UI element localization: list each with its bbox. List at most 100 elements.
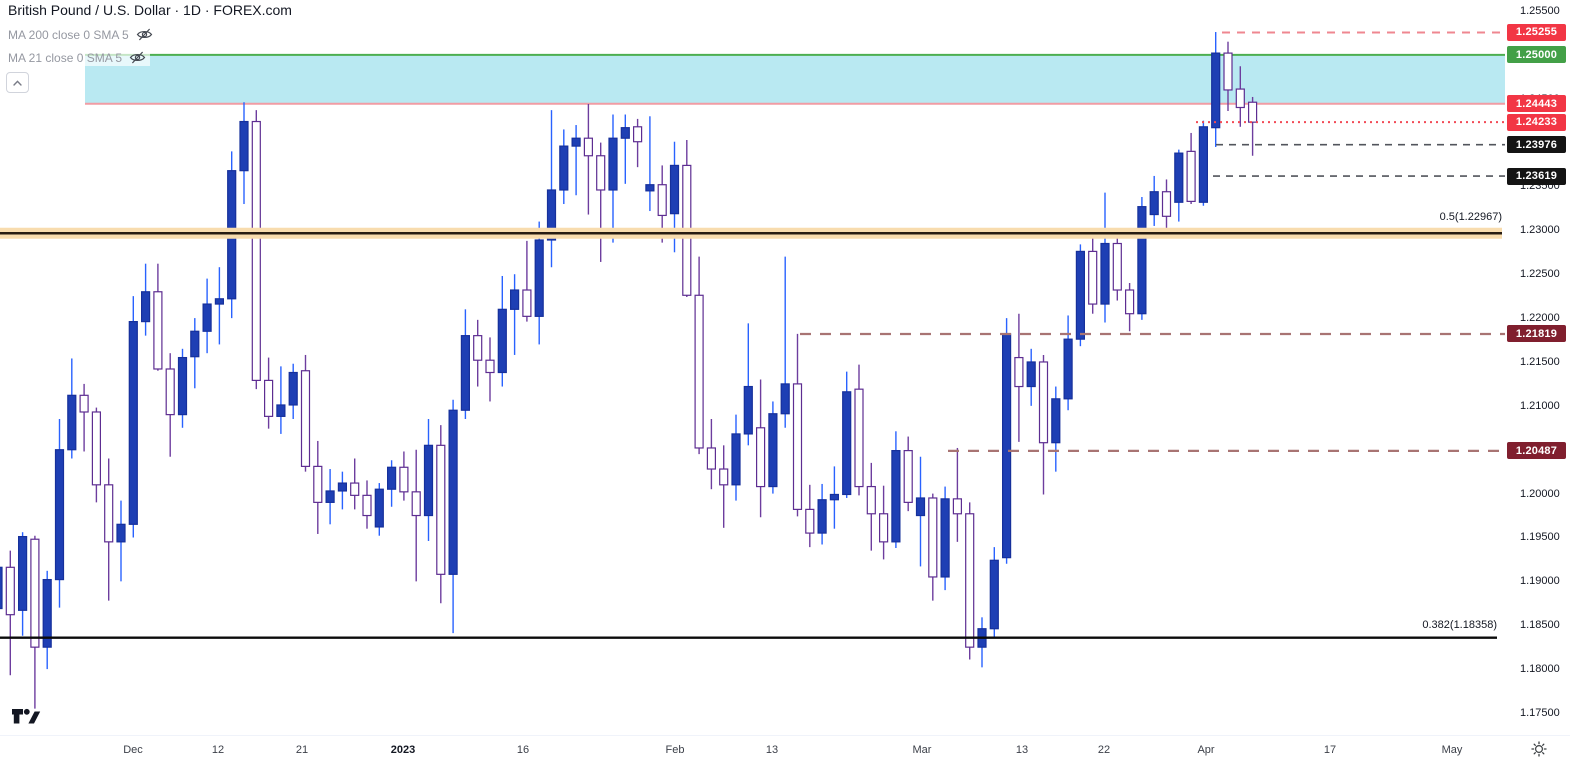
price-tick-1.18500: 1.18500 [1520,619,1560,632]
candle-body [1112,242,1122,291]
fib-level-label-0.5[interactable]: 0.5(1.22967) [1439,211,1502,223]
candle-body [104,484,114,543]
indicator-row-ma21[interactable]: MA 21 close 0 SMA 5 [8,49,151,66]
candle-body [792,383,803,510]
fib-level-label-0.382[interactable]: 0.382(1.18358) [1422,619,1497,631]
candle-body [1051,398,1061,444]
candle-body [645,184,655,192]
candle-body [632,126,643,143]
candle-body [423,444,434,517]
candle-body [91,411,102,486]
price-label-badge-1.25255: 1.25255 [1507,23,1566,41]
candle-body [165,368,175,416]
candle-body [854,388,864,488]
candle-body [497,308,507,374]
time-axis[interactable]: Dec 12 21 2023 16 Feb 13 Mar 13 22 Apr 17 May [0,735,1570,764]
candle-body [596,155,606,191]
candle-body [1124,289,1135,315]
price-label-badge-1.23619: 1.23619 [1507,167,1566,185]
candle-body [0,566,3,610]
collapse-indicators-button[interactable] [6,72,29,93]
candle-body [1100,242,1110,305]
candle-body [1001,333,1012,559]
candle-body [264,379,274,417]
price-tick-1.19500: 1.19500 [1520,531,1560,544]
candle-body [1223,52,1233,91]
candle-body [620,127,630,139]
candle-body [719,468,729,486]
price-label-badge-1.21819: 1.21819 [1507,325,1566,343]
supply-zone-rectangle [85,54,1505,104]
candle-body [313,465,323,503]
price-label-badge-1.24443: 1.24443 [1507,95,1566,113]
time-tick-Dec: Dec [123,744,143,756]
candle-body [374,488,384,528]
candle-body [1211,52,1221,129]
candle-body [755,427,766,488]
candle-body [448,409,458,575]
candle-body [891,449,901,543]
candle-body [128,321,138,525]
candle-body [1149,191,1159,216]
price-tick-1.23000: 1.23000 [1520,224,1560,237]
candle-body [239,120,249,172]
time-tick-21: 21 [295,744,309,756]
candle-body [928,497,938,578]
candle-body [522,289,532,317]
candle-body [79,394,89,413]
tradingview-logo[interactable] [12,708,42,726]
candle-body [1038,361,1049,444]
candle-body [30,538,40,648]
indicator-label: MA 200 close 0 SMA 5 [8,27,129,42]
levels-layer [0,31,1505,639]
price-label-badge-1.25000: 1.25000 [1507,46,1566,64]
eye-crossed-icon[interactable] [136,27,153,42]
candle-body [829,493,840,501]
candle-body [387,466,397,490]
indicator-row-ma200[interactable]: MA 200 close 0 SMA 5 [8,26,157,43]
candle-body [436,444,446,575]
candle-body [5,566,15,616]
time-tick-Mar: Mar [912,744,932,756]
candle-body [350,482,360,496]
candle-body [1247,101,1258,123]
candle-body [903,449,913,503]
candle-body [768,413,778,488]
candle-body [362,494,372,517]
price-label-badge-1.20487: 1.20487 [1507,442,1566,460]
price-axis[interactable]: 1.255001.245001.240001.235001.230001.225… [1507,0,1570,736]
time-tick-22: 22 [1097,744,1111,756]
time-tick-13: 13 [765,744,779,756]
price-label-badge-1.23976: 1.23976 [1507,136,1566,154]
price-tick-1.25500: 1.25500 [1520,4,1560,17]
candle-body [571,137,581,147]
candle-body [731,433,741,486]
candle-body [940,498,950,578]
candle-body [251,120,261,381]
candle-body [1174,152,1184,203]
time-tick-2023: 2023 [390,744,416,756]
candle-body [805,508,815,534]
candle-body [952,498,963,515]
eye-crossed-icon[interactable] [129,50,146,65]
price-tick-1.18000: 1.18000 [1520,663,1560,676]
symbol-title[interactable]: British Pound / U.S. Dollar · 1D · FOREX… [8,2,292,18]
candle-body [1088,250,1098,305]
candle-body [1137,206,1147,315]
price-tick-1.22000: 1.22000 [1520,312,1560,325]
price-tick-1.19000: 1.19000 [1520,575,1560,588]
candle-body [54,449,65,581]
candle-body [399,466,409,493]
candle-body [116,523,126,543]
candle-body [510,289,520,310]
zone-layer [85,53,1505,105]
candle-body [460,335,470,411]
candle-body [706,447,717,470]
candle-body [817,499,827,534]
price-tick-1.22500: 1.22500 [1520,268,1560,281]
candle-body [1161,191,1172,217]
sun-icon[interactable] [1529,739,1549,759]
candle-body [559,145,569,191]
candle-body [608,137,618,191]
